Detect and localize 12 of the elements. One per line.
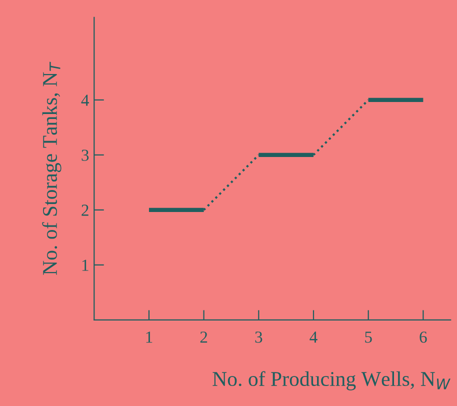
- x-tick-label: 6: [420, 332, 427, 343]
- x-tick-label: 3: [255, 332, 262, 343]
- y-axis-title: No. of Storage Tanks, N$_{T}$: [42, 62, 62, 275]
- x-tick-label: 1: [146, 332, 152, 343]
- y-tick-label: 1: [82, 260, 88, 271]
- y-tick-label: 4: [81, 94, 90, 106]
- y-tick-label: 2: [82, 204, 88, 216]
- y-tick-label: 3: [82, 150, 89, 161]
- x-tick-label: 4: [310, 332, 318, 343]
- x-axis-title: No. of Producing Wells, N$_{W}$: [212, 371, 450, 390]
- x-tick-label: 5: [365, 332, 372, 343]
- x-tick-label: 2: [200, 332, 208, 343]
